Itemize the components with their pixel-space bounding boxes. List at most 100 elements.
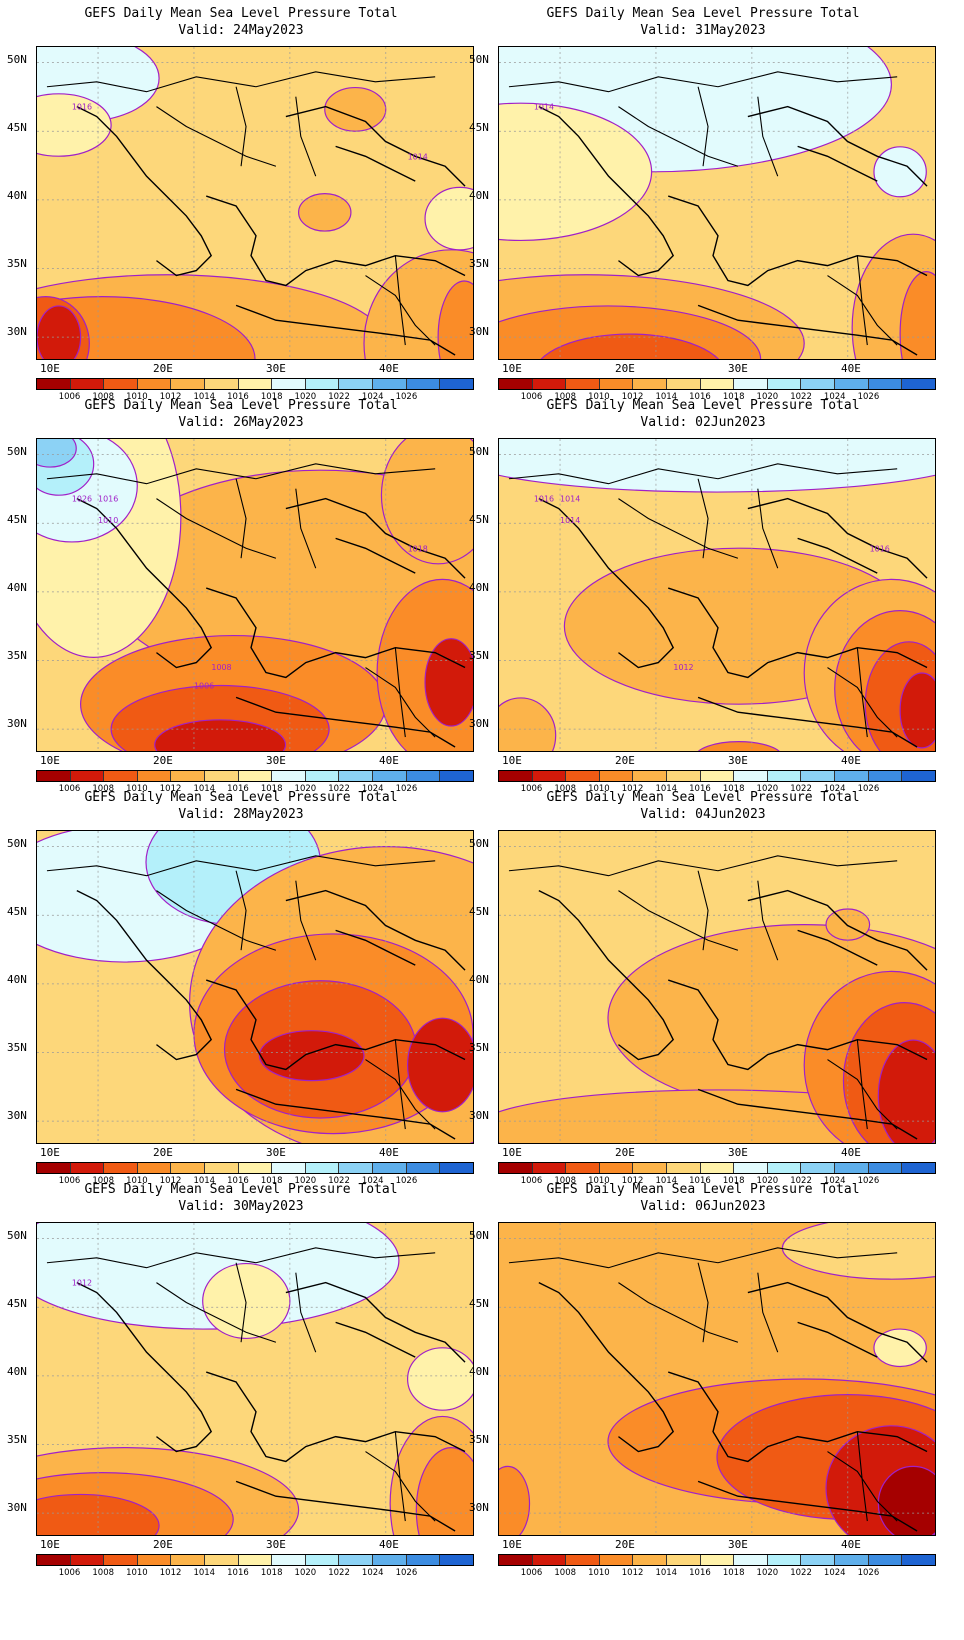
pressure-region — [877, 1465, 935, 1535]
latitude-label: 40N — [469, 189, 489, 202]
colorbar-label: 1016 — [227, 1568, 249, 1578]
colorbar-swatch — [339, 771, 374, 781]
panel-title: GEFS Daily Mean Sea Level Pressure Total — [546, 1182, 860, 1197]
colorbar-label: 1020 — [294, 784, 317, 794]
pressure-region — [324, 86, 387, 132]
colorbar-swatch — [734, 1163, 768, 1173]
colorbar-label: 1020 — [756, 784, 779, 794]
colorbar-label: 1026 — [395, 392, 418, 402]
colorbar-swatch — [835, 771, 869, 781]
contour-label: 1016 — [98, 494, 118, 503]
colorbar-swatch — [137, 379, 172, 389]
colorbar-swatch — [440, 771, 473, 781]
latitude-label: 45N — [469, 121, 489, 134]
colorbar-swatch — [902, 771, 935, 781]
longitude-label: 30E — [266, 1538, 286, 1551]
colorbar-label: 1020 — [756, 1176, 779, 1186]
pressure-region — [37, 305, 82, 359]
colorbar-label: 1010 — [588, 1568, 610, 1578]
colorbar-label: 1008 — [554, 392, 577, 402]
colorbar-label: 1014 — [193, 1176, 216, 1186]
latitude-label: 45N — [7, 1297, 27, 1310]
colorbar-label: 1006 — [58, 1568, 81, 1578]
pressure-region — [873, 146, 927, 198]
colorbar-swatch — [104, 771, 138, 781]
colorbar-swatch — [633, 379, 668, 389]
colorbar-swatch — [835, 1163, 869, 1173]
colorbar-label: 1008 — [92, 784, 115, 794]
panel-valid-date: Valid: 30May2023 — [178, 1199, 304, 1214]
colorbar-label: 1020 — [756, 392, 779, 402]
colorbar — [498, 770, 936, 782]
coastline — [538, 889, 928, 1140]
colorbar-label: 1026 — [395, 1568, 418, 1578]
colorbar-swatch — [902, 1163, 935, 1173]
colorbar-swatch — [37, 379, 71, 389]
latitude-label: 35N — [7, 649, 27, 662]
longitude-label: 10E — [502, 754, 522, 767]
colorbar-swatch — [37, 1555, 71, 1565]
contour-label: 1008 — [211, 663, 231, 672]
colorbar-label: 1010 — [588, 1176, 610, 1186]
colorbar-swatch — [767, 1555, 802, 1565]
colorbar-swatch — [305, 379, 340, 389]
colorbar-swatch — [171, 1555, 206, 1565]
colorbar-swatch — [599, 379, 634, 389]
colorbar-label: 1006 — [58, 392, 81, 402]
colorbar-swatch — [373, 1163, 407, 1173]
longitude-label: 10E — [502, 1538, 522, 1551]
latitude-label: 45N — [7, 905, 27, 918]
longitude-label: 30E — [728, 362, 748, 375]
coastline — [76, 105, 466, 356]
latitude-label: 30N — [7, 1501, 27, 1514]
colorbar-swatch — [499, 379, 533, 389]
colorbar-label: 1014 — [193, 784, 216, 794]
colorbar-label: 1020 — [756, 1568, 779, 1578]
colorbar-swatch — [373, 1555, 407, 1565]
panel-title: GEFS Daily Mean Sea Level Pressure Total — [84, 790, 398, 805]
pressure-region — [499, 439, 935, 493]
panel-valid-date: Valid: 24May2023 — [178, 23, 304, 38]
colorbar-label: 1024 — [823, 784, 846, 794]
country-borders — [508, 71, 898, 346]
colorbar-swatch — [734, 1555, 768, 1565]
longitude-label: 30E — [728, 1538, 748, 1551]
colorbar-label: 1018 — [722, 784, 745, 794]
latitude-label: 30N — [469, 717, 489, 730]
colorbar-swatch — [633, 1163, 668, 1173]
colorbar-swatch — [767, 1163, 802, 1173]
latitude-label: 45N — [7, 121, 27, 134]
colorbar-swatch — [801, 1555, 836, 1565]
longitude-label: 20E — [153, 754, 173, 767]
contour-label: 1014 — [408, 152, 428, 161]
colorbar-swatch — [667, 1555, 701, 1565]
colorbar-label: 1022 — [790, 392, 812, 402]
pressure-region — [37, 439, 77, 468]
latitude-label: 45N — [469, 905, 489, 918]
colorbar-swatch — [801, 1163, 836, 1173]
colorbar-label: 1006 — [520, 392, 543, 402]
latitude-label: 50N — [7, 53, 27, 66]
latitude-label: 30N — [469, 325, 489, 338]
colorbar-swatch — [238, 771, 273, 781]
panel-valid-date: Valid: 02Jun2023 — [640, 415, 766, 430]
colorbar-label: 1026 — [395, 784, 418, 794]
colorbar-swatch — [700, 379, 735, 389]
colorbar-label: 1008 — [554, 1568, 577, 1578]
colorbar — [498, 1162, 936, 1174]
contour-label: 1026 — [72, 494, 92, 503]
colorbar-swatch — [373, 771, 407, 781]
colorbar-swatch — [406, 1163, 441, 1173]
colorbar — [498, 378, 936, 390]
colorbar-swatch — [801, 379, 836, 389]
colorbar-swatch — [868, 379, 903, 389]
panel-title: GEFS Daily Mean Sea Level Pressure Total — [84, 1182, 398, 1197]
colorbar-label: 1006 — [58, 1176, 81, 1186]
colorbar-label: 1026 — [857, 392, 880, 402]
colorbar-label: 1012 — [621, 392, 644, 402]
colorbar-swatch — [700, 771, 735, 781]
contour-label: 1006 — [194, 682, 214, 691]
longitude-label: 30E — [266, 362, 286, 375]
latitude-label: 40N — [7, 1365, 27, 1378]
pressure-region — [298, 193, 352, 232]
